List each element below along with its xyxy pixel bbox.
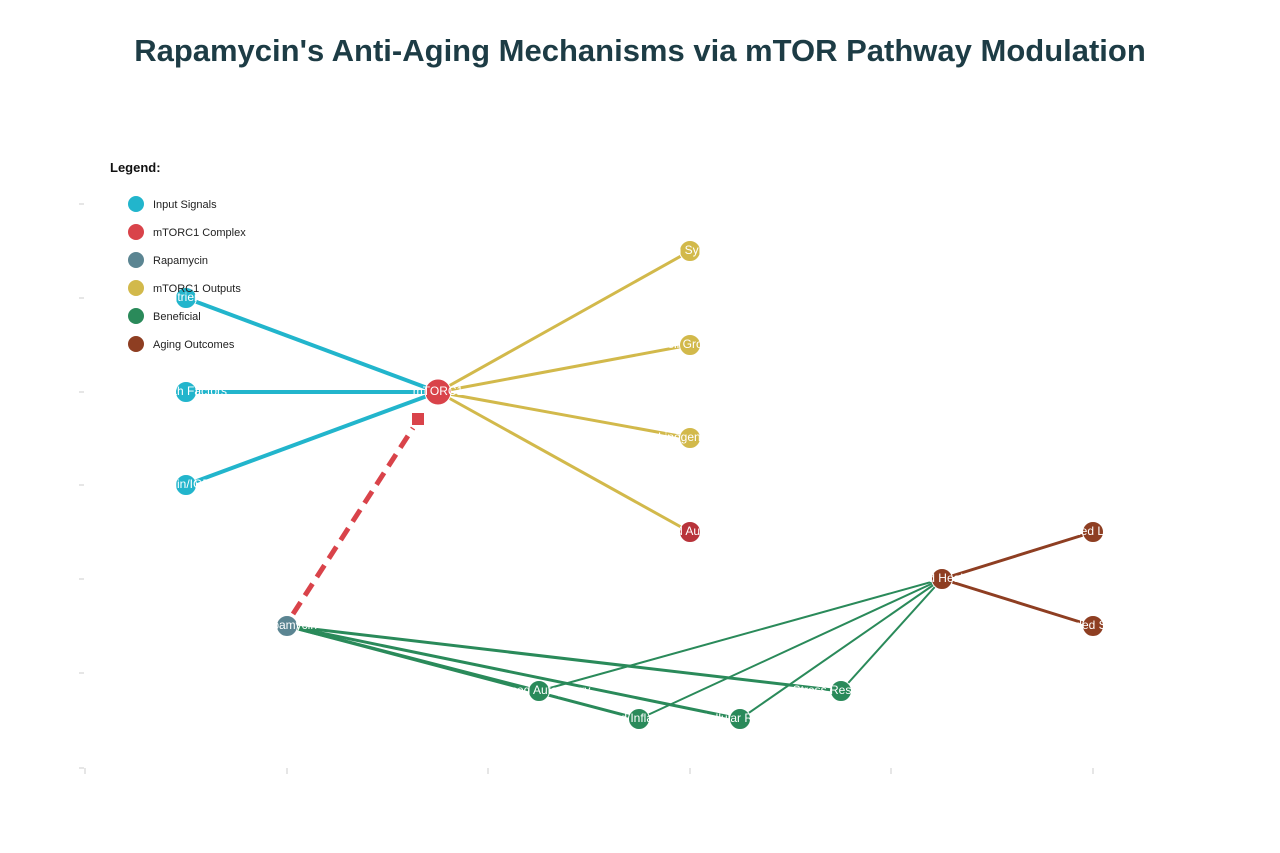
node-label: Cell Growth — [659, 337, 722, 351]
edge — [286, 624, 842, 693]
edge — [185, 390, 439, 487]
node-label: Protein Synthesis — [643, 243, 736, 257]
legend-title: Legend: — [110, 160, 161, 175]
legend: Legend: Input Signals mTORC1 Complex Rapam… — [110, 160, 246, 352]
node — [528, 680, 550, 702]
edge — [941, 577, 1094, 628]
edge — [437, 390, 691, 440]
node — [729, 708, 751, 730]
legend-label: Input Signals — [153, 199, 217, 211]
edge — [638, 578, 943, 720]
edge — [941, 530, 1094, 581]
legend-label: Aging Outcomes — [153, 339, 235, 351]
node-label: Rapamycin — [257, 618, 317, 632]
legend-label: mTORC1 Complex — [153, 227, 246, 239]
edge — [437, 249, 691, 394]
title: Rapamycin's Anti-Aging Mechanisms via mT… — [134, 33, 1146, 68]
node-label: Extended Lifespan — [1043, 524, 1142, 538]
node — [679, 521, 701, 543]
node — [175, 287, 197, 309]
legend-label: Rapamycin — [153, 255, 208, 267]
node — [931, 568, 953, 590]
node — [1082, 615, 1104, 637]
node — [679, 427, 701, 449]
node — [175, 381, 197, 403]
node-label: mTORC1 — [413, 384, 464, 398]
edges — [185, 249, 1094, 721]
node-label: Reduced Inflammation — [579, 711, 699, 725]
node — [276, 615, 298, 637]
edge — [286, 624, 640, 721]
node-label: Nutrients — [162, 290, 210, 304]
inhibition-head — [412, 413, 424, 425]
node — [679, 240, 701, 262]
node-label: Induced Autophagy — [488, 683, 591, 697]
legend-label: mTORC1 Outputs — [153, 283, 241, 295]
node-label: Inhibited Autophagy — [637, 524, 742, 538]
edge — [286, 624, 741, 721]
node-label: Improved Healthspan — [885, 571, 999, 585]
nodes: Nutrients Growth Factors Insulin/IGF-1 mTOR… — [145, 240, 1143, 730]
edge — [185, 296, 439, 394]
edge — [437, 390, 691, 534]
legend-swatch — [128, 280, 144, 296]
edge — [437, 343, 691, 394]
node-label: Extended Survival — [1045, 618, 1142, 632]
node-label: Insulin/IGF-1 — [152, 477, 221, 491]
legend-label: Beneficial — [153, 311, 201, 323]
inhibition-edge — [290, 426, 416, 616]
axis-ticks — [79, 203, 1094, 774]
node-label: Cellular Repair — [700, 711, 779, 725]
edge — [840, 578, 943, 692]
edge — [538, 578, 943, 692]
legend-swatch — [128, 224, 144, 240]
node-label: Stress Resistance — [793, 683, 890, 697]
node — [628, 708, 650, 730]
node-label: Lipogenesis — [658, 430, 722, 444]
node — [679, 334, 701, 356]
node-label: Growth Factors — [145, 384, 227, 398]
legend-swatch — [128, 196, 144, 212]
node — [830, 680, 852, 702]
node — [1082, 521, 1104, 543]
edge — [739, 578, 943, 720]
legend-swatch — [128, 252, 144, 268]
node — [424, 378, 452, 406]
legend-swatch — [128, 308, 144, 324]
legend-swatch — [128, 336, 144, 352]
node — [175, 474, 197, 496]
